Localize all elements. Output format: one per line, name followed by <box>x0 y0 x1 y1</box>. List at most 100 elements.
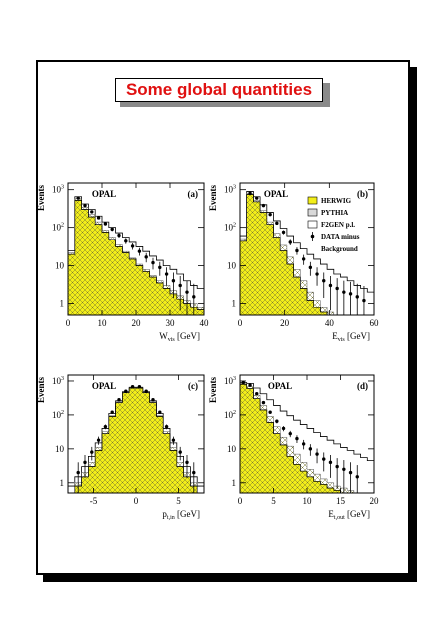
data-point <box>103 222 108 226</box>
y-tick-label: 10 <box>55 444 65 454</box>
data-point <box>192 470 196 475</box>
data-point <box>362 298 366 303</box>
data-point <box>83 460 87 465</box>
data-point <box>178 450 182 454</box>
data-point <box>261 400 266 405</box>
x-tick-label: 0 <box>238 318 243 328</box>
data-point <box>171 279 176 283</box>
data-point <box>124 239 128 243</box>
data-point <box>164 272 169 276</box>
data-point <box>137 249 142 253</box>
data-point <box>151 260 155 265</box>
data-point <box>328 283 333 288</box>
data-point <box>315 452 319 456</box>
legend-label: DATA minus <box>321 233 360 241</box>
data-point <box>355 475 359 479</box>
x-tick-label: 0 <box>134 496 139 506</box>
x-tick-label: 10 <box>98 318 108 328</box>
data-point <box>76 470 80 475</box>
y-tick-label: 103 <box>52 376 64 386</box>
data-point <box>268 410 272 414</box>
data-point <box>328 460 333 465</box>
panel-label: (d) <box>357 381 368 391</box>
y-tick-label: 103 <box>224 185 236 195</box>
data-point <box>342 467 346 471</box>
y-tick-label: 1 <box>60 299 65 309</box>
data-point <box>158 410 162 414</box>
data-point <box>248 383 252 387</box>
data-point <box>281 230 286 235</box>
data-point <box>335 286 339 291</box>
data-point <box>83 203 87 208</box>
y-axis-label: Events <box>36 377 46 404</box>
data-point <box>144 389 148 393</box>
data-point <box>335 464 339 469</box>
data-point <box>164 424 169 429</box>
x-tick-label: 60 <box>370 318 380 328</box>
data-point <box>342 290 346 294</box>
x-axis-label: pt,in [GeV] <box>162 509 200 521</box>
legend-label: F2GEN p.l. <box>321 221 355 229</box>
x-axis-label: Wvis [GeV] <box>159 331 200 343</box>
data-point <box>275 419 279 423</box>
f2gen-histogram <box>239 382 375 494</box>
data-point <box>281 426 286 431</box>
legend-swatch-herwig <box>307 196 318 205</box>
y-tick-label: 10 <box>55 261 65 271</box>
y-tick-label: 10 <box>227 261 237 271</box>
data-point <box>255 392 259 396</box>
y-tick-label: 1 <box>232 299 237 309</box>
data-point <box>255 196 259 200</box>
data-point <box>308 447 313 451</box>
y-axis-label: Events <box>36 185 46 212</box>
y-tick-label: 102 <box>224 223 236 233</box>
experiment-label: OPAL <box>264 189 288 199</box>
data-point <box>185 460 189 465</box>
x-tick-label: 5 <box>176 496 181 506</box>
legend-swatch-f2gen <box>307 220 318 229</box>
data-point <box>261 203 266 208</box>
data-point <box>355 295 359 299</box>
data-point <box>322 457 326 461</box>
data-point <box>151 398 155 402</box>
x-tick-label: 40 <box>200 318 210 328</box>
data-point <box>130 244 135 248</box>
data-point <box>295 436 299 441</box>
data-point <box>130 384 135 389</box>
data-point <box>315 272 319 276</box>
x-tick-label: 20 <box>370 496 380 506</box>
x-tick-label: 15 <box>336 496 346 506</box>
data-point <box>301 257 306 261</box>
legend-label: HERWIG <box>321 197 352 205</box>
legend-swatch-pythia <box>307 208 318 217</box>
data-point <box>144 255 148 259</box>
x-axis-label: Et,out [GeV] <box>328 509 370 521</box>
data-point <box>241 380 246 385</box>
panel-label: (c) <box>188 381 198 391</box>
x-tick-label: 0 <box>238 496 243 506</box>
data-point <box>110 227 114 232</box>
y-tick-label: 102 <box>224 410 236 420</box>
panel-label: (b) <box>357 189 368 199</box>
data-point <box>248 191 252 196</box>
y-tick-label: 102 <box>52 410 64 420</box>
data-point <box>348 470 353 475</box>
data-point <box>322 279 326 283</box>
data-point <box>158 265 162 270</box>
data-point <box>76 196 80 200</box>
y-tick-label: 103 <box>224 376 236 386</box>
data-point <box>275 221 279 226</box>
y-tick-label: 1 <box>232 478 237 488</box>
y-tick-label: 102 <box>52 223 64 233</box>
data-point <box>301 442 306 446</box>
y-tick-label: 10 <box>227 444 237 454</box>
x-tick-label: 10 <box>303 496 313 506</box>
x-tick-label: 20 <box>132 318 142 328</box>
x-tick-label: 40 <box>325 318 335 328</box>
experiment-label: OPAL <box>268 381 292 391</box>
page-title: Some global quantities <box>115 78 323 102</box>
data-point <box>288 240 292 244</box>
y-tick-label: 103 <box>52 185 64 195</box>
x-tick-label: -5 <box>90 496 98 506</box>
